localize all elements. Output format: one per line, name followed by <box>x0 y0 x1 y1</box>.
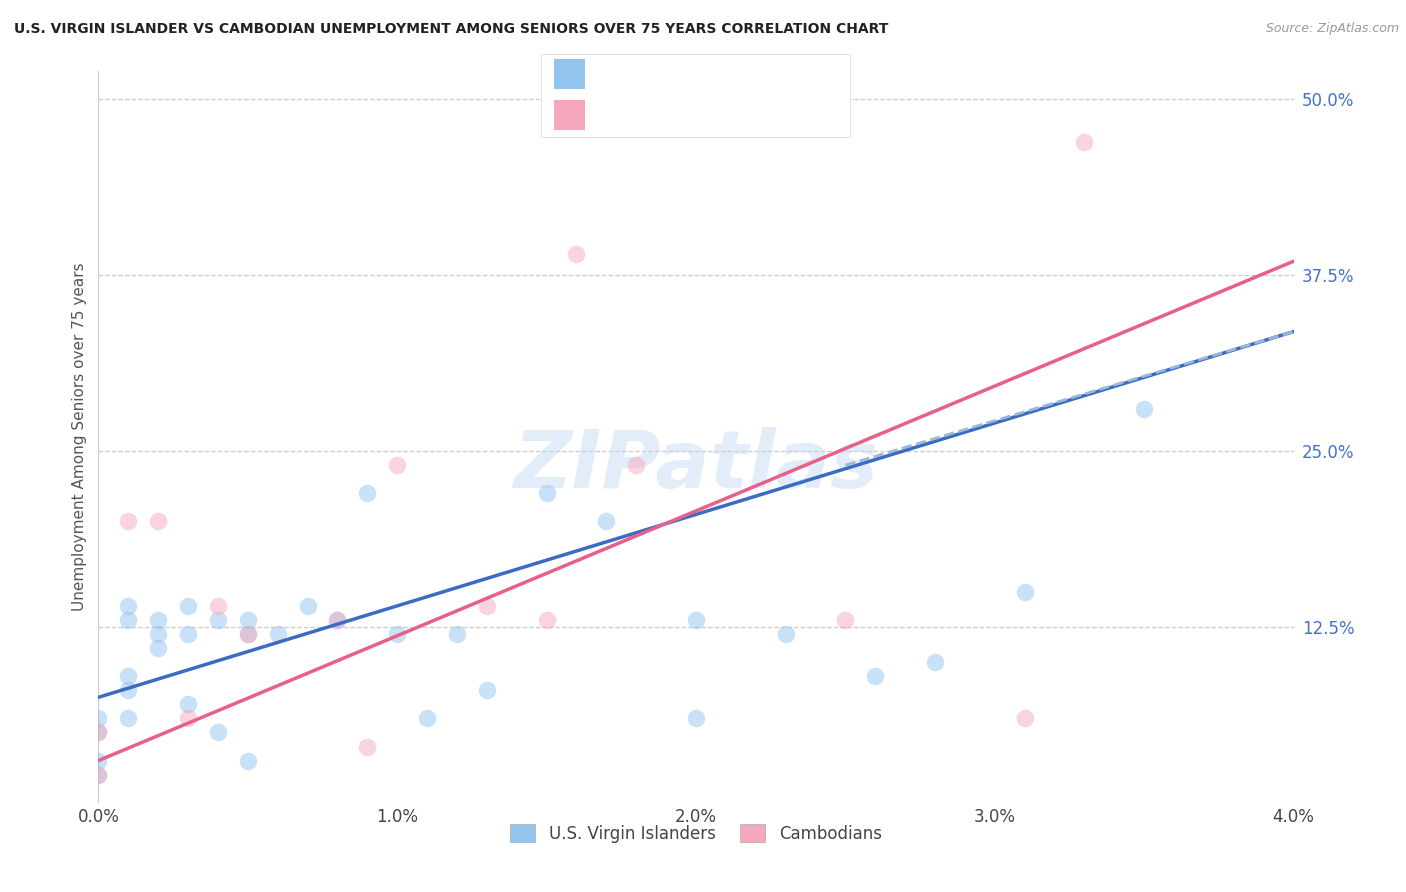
Point <box>326 613 349 627</box>
Point <box>148 613 170 627</box>
Point <box>87 711 110 725</box>
Text: U.S. VIRGIN ISLANDER VS CAMBODIAN UNEMPLOYMENT AMONG SENIORS OVER 75 YEARS CORRE: U.S. VIRGIN ISLANDER VS CAMBODIAN UNEMPL… <box>14 22 889 37</box>
Point <box>1133 401 1156 416</box>
Point <box>207 599 229 613</box>
Point <box>207 725 229 739</box>
Legend: U.S. Virgin Islanders, Cambodians: U.S. Virgin Islanders, Cambodians <box>503 818 889 849</box>
Point <box>207 613 229 627</box>
Y-axis label: Unemployment Among Seniors over 75 years: Unemployment Among Seniors over 75 years <box>72 263 87 611</box>
Point <box>924 655 946 669</box>
Text: R = 0.538   N = 37: R = 0.538 N = 37 <box>593 65 751 83</box>
Point <box>117 683 139 698</box>
Point <box>565 247 588 261</box>
Point <box>475 599 498 613</box>
Point <box>87 754 110 768</box>
Point <box>297 599 319 613</box>
Point <box>1014 711 1036 725</box>
Point <box>356 486 378 500</box>
Point <box>775 627 797 641</box>
Point <box>267 627 290 641</box>
Point <box>117 599 139 613</box>
Point <box>117 711 139 725</box>
Point <box>356 739 378 754</box>
Bar <box>554 60 585 89</box>
Point <box>117 669 139 683</box>
Point <box>626 458 648 473</box>
Point <box>236 754 259 768</box>
Point <box>177 599 200 613</box>
Text: Source: ZipAtlas.com: Source: ZipAtlas.com <box>1265 22 1399 36</box>
Point <box>385 458 409 473</box>
Point <box>385 627 409 641</box>
Point <box>326 613 349 627</box>
Point <box>446 627 468 641</box>
Point <box>536 486 558 500</box>
Point <box>87 767 110 781</box>
Point <box>475 683 498 698</box>
Bar <box>554 100 585 130</box>
Point <box>177 627 200 641</box>
Point <box>148 641 170 656</box>
Point <box>177 711 200 725</box>
Point <box>87 725 110 739</box>
Point <box>236 613 259 627</box>
Point <box>1014 584 1036 599</box>
Point <box>117 515 139 529</box>
Point <box>536 613 558 627</box>
Point <box>148 627 170 641</box>
Point <box>1073 135 1095 149</box>
Point <box>865 669 887 683</box>
Point <box>236 627 259 641</box>
Point <box>236 627 259 641</box>
Point <box>87 767 110 781</box>
Point <box>117 613 139 627</box>
Text: R = 0.602   N = 17: R = 0.602 N = 17 <box>593 106 751 124</box>
Text: ZIPatlas: ZIPatlas <box>513 427 879 506</box>
Point <box>685 613 707 627</box>
Point <box>685 711 707 725</box>
Point <box>148 515 170 529</box>
Point <box>416 711 439 725</box>
Point <box>834 613 856 627</box>
Point <box>87 725 110 739</box>
Point <box>177 698 200 712</box>
Point <box>595 515 617 529</box>
FancyBboxPatch shape <box>541 54 851 138</box>
